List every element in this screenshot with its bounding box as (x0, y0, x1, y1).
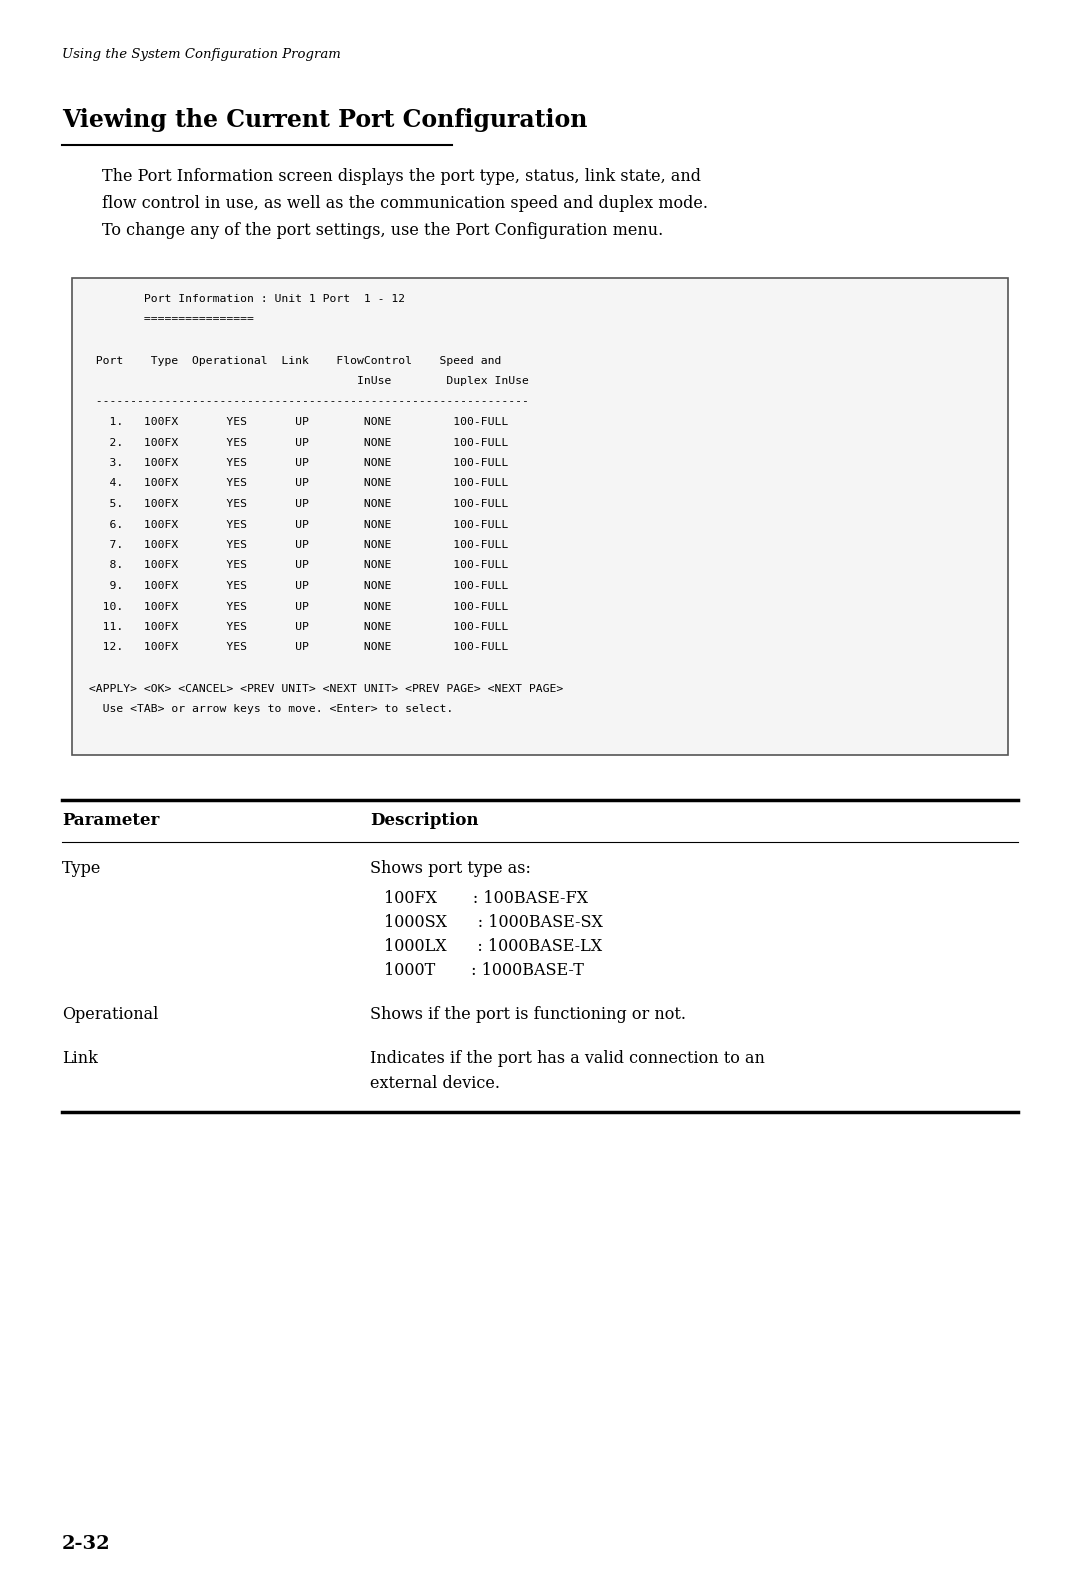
Text: Using the System Configuration Program: Using the System Configuration Program (62, 49, 341, 61)
Text: Description: Description (370, 812, 478, 829)
Text: flow control in use, as well as the communication speed and duplex mode.: flow control in use, as well as the comm… (102, 195, 708, 212)
Text: ---------------------------------------------------------------: ----------------------------------------… (82, 397, 529, 407)
Text: Port    Type  Operational  Link    FlowControl    Speed and: Port Type Operational Link FlowControl S… (82, 355, 501, 366)
Text: 11.   100FX       YES       UP        NONE         100-FULL: 11. 100FX YES UP NONE 100-FULL (82, 622, 509, 633)
Text: Port Information : Unit 1 Port  1 - 12: Port Information : Unit 1 Port 1 - 12 (82, 294, 405, 305)
Text: Shows if the port is functioning or not.: Shows if the port is functioning or not. (370, 1006, 686, 1024)
Text: 2-32: 2-32 (62, 1535, 110, 1553)
Text: 100FX       : 100BASE-FX: 100FX : 100BASE-FX (384, 890, 588, 907)
Text: To change any of the port settings, use the Port Configuration menu.: To change any of the port settings, use … (102, 221, 663, 239)
Text: Viewing the Current Port Configuration: Viewing the Current Port Configuration (62, 108, 588, 132)
Text: The Port Information screen displays the port type, status, link state, and: The Port Information screen displays the… (102, 168, 701, 185)
Text: 1000T       : 1000BASE-T: 1000T : 1000BASE-T (384, 962, 584, 980)
Text: Shows port type as:: Shows port type as: (370, 860, 531, 878)
Text: 2.   100FX       YES       UP        NONE         100-FULL: 2. 100FX YES UP NONE 100-FULL (82, 438, 509, 447)
Text: 6.   100FX       YES       UP        NONE         100-FULL: 6. 100FX YES UP NONE 100-FULL (82, 520, 509, 529)
Text: external device.: external device. (370, 1075, 500, 1093)
Text: 8.   100FX       YES       UP        NONE         100-FULL: 8. 100FX YES UP NONE 100-FULL (82, 560, 509, 570)
Text: 5.   100FX       YES       UP        NONE         100-FULL: 5. 100FX YES UP NONE 100-FULL (82, 499, 509, 509)
Text: Type: Type (62, 860, 102, 878)
Text: 1000LX      : 1000BASE-LX: 1000LX : 1000BASE-LX (384, 937, 603, 955)
Text: Parameter: Parameter (62, 812, 160, 829)
Text: 1.   100FX       YES       UP        NONE         100-FULL: 1. 100FX YES UP NONE 100-FULL (82, 418, 509, 427)
Text: 3.   100FX       YES       UP        NONE         100-FULL: 3. 100FX YES UP NONE 100-FULL (82, 458, 509, 468)
Text: Operational: Operational (62, 1006, 159, 1024)
Text: <APPLY> <OK> <CANCEL> <PREV UNIT> <NEXT UNIT> <PREV PAGE> <NEXT PAGE>: <APPLY> <OK> <CANCEL> <PREV UNIT> <NEXT … (82, 683, 564, 694)
Text: 7.   100FX       YES       UP        NONE         100-FULL: 7. 100FX YES UP NONE 100-FULL (82, 540, 509, 549)
Text: ================: ================ (82, 314, 254, 325)
Text: Use <TAB> or arrow keys to move. <Enter> to select.: Use <TAB> or arrow keys to move. <Enter>… (82, 703, 454, 714)
Text: Link: Link (62, 1050, 98, 1068)
Text: 1000SX      : 1000BASE-SX: 1000SX : 1000BASE-SX (384, 914, 603, 931)
Text: 9.   100FX       YES       UP        NONE         100-FULL: 9. 100FX YES UP NONE 100-FULL (82, 581, 509, 590)
Text: 12.   100FX       YES       UP        NONE         100-FULL: 12. 100FX YES UP NONE 100-FULL (82, 642, 509, 653)
Text: 4.   100FX       YES       UP        NONE         100-FULL: 4. 100FX YES UP NONE 100-FULL (82, 479, 509, 488)
Text: Indicates if the port has a valid connection to an: Indicates if the port has a valid connec… (370, 1050, 765, 1068)
Text: InUse        Duplex InUse: InUse Duplex InUse (82, 375, 529, 386)
FancyBboxPatch shape (72, 278, 1008, 755)
Text: 10.   100FX       YES       UP        NONE         100-FULL: 10. 100FX YES UP NONE 100-FULL (82, 601, 509, 611)
